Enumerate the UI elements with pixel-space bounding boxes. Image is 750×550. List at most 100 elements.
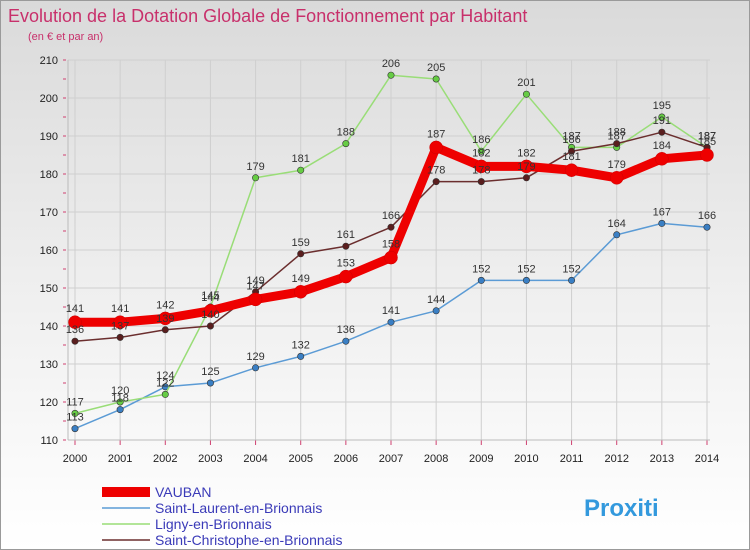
y-tick-label: 180 — [40, 169, 58, 181]
data-label-vauban: 141 — [111, 303, 129, 315]
data-label-saint-christophe-en-brionnais: 161 — [337, 229, 355, 241]
x-tick-label: 2001 — [108, 453, 132, 465]
data-label-saint-christophe-en-brionnais: 139 — [156, 313, 174, 325]
data-label-saint-christophe-en-brionnais: 136 — [66, 324, 84, 336]
data-point-saint-christophe-en-brionnais — [568, 147, 576, 155]
data-label-ligny-en-brionnais: 120 — [111, 385, 129, 397]
x-tick-label: 2006 — [334, 453, 358, 465]
x-tick-label: 2010 — [514, 453, 538, 465]
data-point-saint-laurent-en-brionnais — [432, 307, 440, 315]
y-tick-label: 140 — [40, 321, 58, 333]
data-label-saint-laurent-en-brionnais: 164 — [608, 218, 626, 230]
data-label-saint-laurent-en-brionnais: 136 — [337, 324, 355, 336]
y-tick-label: 110 — [40, 435, 58, 447]
data-point-vauban — [474, 159, 489, 174]
data-label-ligny-en-brionnais: 187 — [608, 130, 626, 142]
data-label-saint-laurent-en-brionnais: 141 — [382, 305, 400, 317]
data-label-saint-christophe-en-brionnais: 187 — [698, 130, 716, 142]
x-tick-label: 2002 — [153, 453, 177, 465]
data-label-saint-laurent-en-brionnais: 124 — [156, 370, 174, 382]
data-point-ligny-en-brionnais — [161, 390, 169, 398]
data-point-vauban — [655, 152, 669, 166]
data-point-ligny-en-brionnais — [432, 75, 440, 83]
data-label-saint-christophe-en-brionnais: 159 — [292, 237, 310, 249]
axes: 110 120 130 140 150 160 170 180 190 200 210 2000 200… — [40, 55, 720, 465]
data-point-saint-laurent-en-brionnais — [613, 231, 621, 239]
y-tick-label: 200 — [40, 93, 58, 105]
data-point-saint-christophe-en-brionnais — [522, 174, 530, 182]
x-tick-label: 2000 — [63, 453, 87, 465]
data-point-vauban — [293, 285, 308, 299]
data-label-saint-christophe-en-brionnais: 137 — [111, 320, 129, 332]
data-label-ligny-en-brionnais: 201 — [517, 77, 535, 89]
y-tick-label: 210 — [40, 55, 58, 67]
data-point-vauban — [700, 148, 714, 162]
data-point-saint-laurent-en-brionnais — [387, 318, 395, 326]
data-label-vauban: 149 — [292, 273, 310, 285]
data-label-vauban: 182 — [517, 147, 535, 159]
data-label-saint-christophe-en-brionnais: 178 — [472, 165, 490, 177]
data-label-saint-laurent-en-brionnais: 132 — [292, 339, 310, 351]
data-point-vauban — [384, 250, 398, 265]
y-tick-label: 190 — [40, 131, 58, 143]
data-label-ligny-en-brionnais: 195 — [653, 100, 671, 112]
data-label-ligny-en-brionnais: 186 — [472, 134, 490, 146]
data-label-vauban: 184 — [653, 140, 671, 152]
y-tick-label: 170 — [40, 207, 58, 219]
x-tick-label: 2004 — [243, 453, 267, 465]
data-point-saint-laurent-en-brionnais — [116, 406, 124, 414]
chart-subtitle: (en € et par an) — [28, 31, 103, 43]
data-label-saint-laurent-en-brionnais: 152 — [517, 263, 535, 275]
data-point-vauban — [609, 171, 624, 185]
data-point-saint-christophe-en-brionnais — [432, 178, 440, 186]
series-lines — [68, 71, 714, 433]
y-tick-label: 150 — [40, 283, 58, 295]
data-label-vauban: 147 — [246, 280, 264, 292]
x-tick-label: 2012 — [604, 453, 628, 465]
data-point-ligny-en-brionnais — [252, 174, 260, 182]
data-label-saint-laurent-en-brionnais: 125 — [201, 366, 219, 378]
data-label-ligny-en-brionnais: 187 — [562, 130, 580, 142]
data-point-saint-laurent-en-brionnais — [297, 352, 305, 360]
data-label-vauban: 182 — [472, 147, 490, 159]
data-label-ligny-en-brionnais: 179 — [246, 161, 264, 173]
data-point-vauban — [429, 140, 443, 155]
data-point-vauban — [113, 315, 127, 329]
data-point-ligny-en-brionnais — [522, 90, 530, 98]
data-point-ligny-en-brionnais — [297, 166, 305, 174]
x-tick-label: 2014 — [695, 453, 719, 465]
data-point-saint-laurent-en-brionnais — [206, 379, 214, 387]
data-point-saint-christophe-en-brionnais — [342, 242, 350, 250]
data-point-saint-laurent-en-brionnais — [658, 219, 666, 227]
x-tick-label: 2003 — [198, 453, 222, 465]
brand-text: Proxiti — [584, 495, 659, 522]
data-label-saint-laurent-en-brionnais: 152 — [562, 263, 580, 275]
data-point-ligny-en-brionnais — [658, 113, 666, 121]
legend-label: Saint-Laurent-en-Brionnais — [155, 500, 322, 516]
data-point-ligny-en-brionnais — [71, 409, 79, 417]
data-point-ligny-en-brionnais — [342, 140, 350, 148]
data-point-saint-christophe-en-brionnais — [477, 178, 485, 186]
data-label-vauban: 181 — [562, 151, 580, 163]
x-tick-label: 2013 — [650, 453, 674, 465]
data-point-saint-christophe-en-brionnais — [297, 250, 305, 258]
data-label-saint-christophe-en-brionnais: 186 — [562, 134, 580, 146]
data-point-saint-christophe-en-brionnais — [613, 140, 621, 148]
data-point-saint-christophe-en-brionnais — [658, 128, 666, 136]
data-label-ligny-en-brionnais: 181 — [292, 153, 310, 165]
data-label-vauban: 158 — [382, 239, 400, 251]
data-label-saint-laurent-en-brionnais: 144 — [427, 294, 445, 306]
data-label-vauban: 179 — [608, 159, 626, 171]
data-label-saint-laurent-en-brionnais: 118 — [111, 393, 129, 405]
data-point-saint-laurent-en-brionnais — [342, 337, 350, 345]
legend-label: VAUBAN — [155, 484, 212, 500]
data-label-ligny-en-brionnais: 205 — [427, 62, 445, 74]
data-label-saint-christophe-en-brionnais: 178 — [427, 165, 445, 177]
brand-logo: Proxiti — [584, 495, 659, 522]
data-label-saint-laurent-en-brionnais: 129 — [246, 351, 264, 363]
data-label-saint-laurent-en-brionnais: 166 — [698, 210, 716, 222]
data-label-saint-christophe-en-brionnais: 140 — [201, 309, 219, 321]
data-label-saint-christophe-en-brionnais: 149 — [246, 275, 264, 287]
